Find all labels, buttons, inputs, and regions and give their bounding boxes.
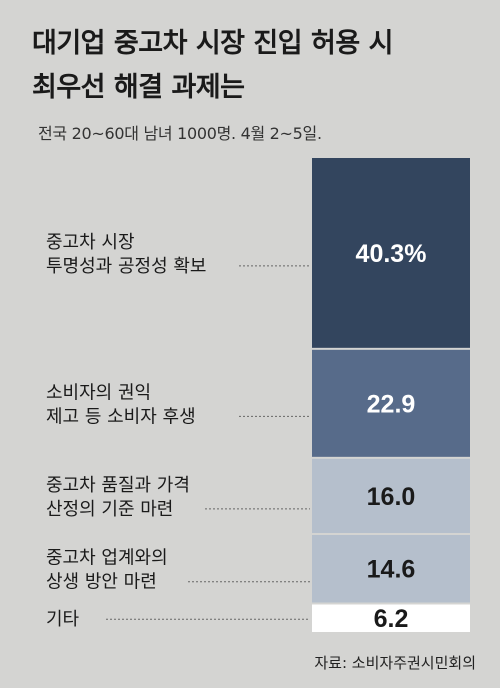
bar-value-label-2: 22.9 xyxy=(367,390,416,418)
category-label-3: 중고차 품질과 가격 산정의 기준 마련 xyxy=(46,475,190,520)
bar-segment-4 xyxy=(312,534,470,603)
bar-segment-2 xyxy=(312,349,470,457)
chart-title-line-2: 최우선 해결 과제는 xyxy=(32,72,245,103)
chart-title-line-1: 대기업 중고차 시장 진입 허용 시 xyxy=(32,28,393,59)
bar-value-label-5: 6.2 xyxy=(374,605,409,633)
category-label-4: 중고차 업계와의 상생 방안 마련 xyxy=(46,548,168,593)
bar-segment-5 xyxy=(312,604,470,632)
bar-segment-3 xyxy=(312,458,470,533)
category-label-1: 중고차 시장 투명성과 공정성 확보 xyxy=(46,232,206,277)
bar-value-label-1: 40.3% xyxy=(356,240,427,268)
chart-subtitle: 전국 20~60대 남녀 1000명. 4월 2~5일. xyxy=(38,124,322,143)
category-label-2: 소비자의 권익 제고 등 소비자 후생 xyxy=(46,382,196,427)
bar-value-label-3: 16.0 xyxy=(367,483,416,511)
bar-segment-1 xyxy=(312,158,470,348)
category-label-5: 기타 xyxy=(46,609,80,630)
chart-title: 대기업 중고차 시장 진입 허용 시 최우선 해결 과제는 xyxy=(32,22,482,110)
source-note: 자료: 소비자주권시민회의 xyxy=(314,654,476,672)
bar-value-label-4: 14.6 xyxy=(367,556,416,584)
